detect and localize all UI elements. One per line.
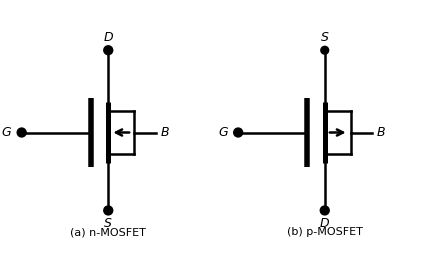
Text: D: D [103,31,113,44]
Circle shape [321,46,329,54]
Text: (b) p-MOSFET: (b) p-MOSFET [287,227,363,237]
Circle shape [234,129,242,136]
Circle shape [104,206,112,214]
Text: G: G [218,126,228,139]
Text: (a) n-MOSFET: (a) n-MOSFET [70,227,146,237]
Text: G: G [2,126,11,139]
Text: B: B [160,126,169,139]
Circle shape [104,46,112,54]
Circle shape [321,206,329,214]
Text: B: B [377,126,385,139]
Text: S: S [104,217,112,230]
Circle shape [18,129,26,136]
Text: D: D [320,217,330,230]
Text: S: S [321,31,329,44]
